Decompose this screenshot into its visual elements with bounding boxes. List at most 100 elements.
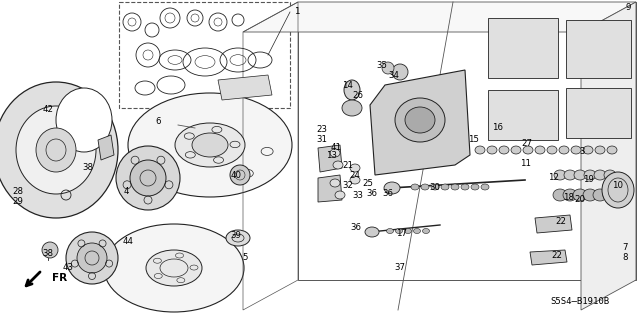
Text: 43: 43 <box>63 263 74 272</box>
Text: 38: 38 <box>83 164 93 173</box>
Ellipse shape <box>431 184 439 190</box>
FancyBboxPatch shape <box>488 18 558 78</box>
Text: 37: 37 <box>394 263 406 272</box>
Ellipse shape <box>130 160 166 196</box>
FancyBboxPatch shape <box>566 88 631 138</box>
Text: 13: 13 <box>326 151 337 160</box>
Ellipse shape <box>422 228 429 234</box>
Ellipse shape <box>56 88 112 152</box>
Text: 22: 22 <box>552 250 563 259</box>
Ellipse shape <box>16 106 96 194</box>
Ellipse shape <box>594 170 606 180</box>
Ellipse shape <box>547 146 557 154</box>
Polygon shape <box>218 75 272 100</box>
Ellipse shape <box>441 184 449 190</box>
Text: 11: 11 <box>520 159 531 167</box>
Ellipse shape <box>481 184 489 190</box>
Ellipse shape <box>535 146 545 154</box>
Ellipse shape <box>471 184 479 190</box>
Ellipse shape <box>396 228 403 234</box>
Text: 1: 1 <box>294 8 300 17</box>
Text: 8: 8 <box>622 254 628 263</box>
Ellipse shape <box>192 133 228 157</box>
Ellipse shape <box>602 172 634 208</box>
Polygon shape <box>318 175 342 202</box>
Text: 33: 33 <box>353 190 364 199</box>
Ellipse shape <box>563 189 577 201</box>
Text: 38: 38 <box>42 249 54 257</box>
Ellipse shape <box>583 189 597 201</box>
Polygon shape <box>530 250 567 265</box>
Ellipse shape <box>175 123 245 167</box>
Text: 27: 27 <box>522 138 532 147</box>
Polygon shape <box>370 70 470 175</box>
Text: 36: 36 <box>367 189 378 197</box>
Text: 17: 17 <box>397 229 408 239</box>
Text: 15: 15 <box>468 136 479 145</box>
Ellipse shape <box>574 170 586 180</box>
Polygon shape <box>243 2 636 32</box>
Ellipse shape <box>384 182 400 194</box>
Ellipse shape <box>421 184 429 190</box>
Text: 12: 12 <box>548 174 559 182</box>
Text: 7: 7 <box>622 243 628 253</box>
Ellipse shape <box>382 62 394 74</box>
Ellipse shape <box>487 146 497 154</box>
Ellipse shape <box>603 189 617 201</box>
Ellipse shape <box>42 242 58 258</box>
Ellipse shape <box>593 189 607 201</box>
Text: 36: 36 <box>383 189 394 197</box>
Ellipse shape <box>604 170 616 180</box>
Text: 6: 6 <box>156 117 161 127</box>
Polygon shape <box>98 135 114 160</box>
Text: 10: 10 <box>612 181 623 189</box>
FancyBboxPatch shape <box>566 20 631 78</box>
Text: 19: 19 <box>582 175 593 184</box>
Polygon shape <box>581 2 636 310</box>
Text: 42: 42 <box>42 106 54 115</box>
Ellipse shape <box>392 64 408 80</box>
Ellipse shape <box>559 146 569 154</box>
Text: 36: 36 <box>351 224 362 233</box>
Ellipse shape <box>411 184 419 190</box>
Text: S5S4–B1910B: S5S4–B1910B <box>550 298 609 307</box>
Ellipse shape <box>564 170 576 180</box>
Text: 35: 35 <box>376 61 387 70</box>
Text: 39: 39 <box>230 231 241 240</box>
Text: 20: 20 <box>575 196 586 204</box>
Ellipse shape <box>571 146 581 154</box>
Ellipse shape <box>584 170 596 180</box>
Ellipse shape <box>342 100 362 116</box>
Ellipse shape <box>350 176 360 184</box>
Text: 41: 41 <box>330 144 342 152</box>
Text: 26: 26 <box>353 91 364 100</box>
Ellipse shape <box>66 232 118 284</box>
Text: 4: 4 <box>124 188 129 197</box>
Ellipse shape <box>335 191 345 199</box>
Text: 30: 30 <box>429 183 440 192</box>
Ellipse shape <box>230 165 250 185</box>
Ellipse shape <box>553 189 567 201</box>
Text: 16: 16 <box>493 123 504 132</box>
Text: 34: 34 <box>388 70 399 79</box>
Ellipse shape <box>475 146 485 154</box>
Ellipse shape <box>451 184 459 190</box>
Ellipse shape <box>333 161 343 169</box>
Ellipse shape <box>583 146 593 154</box>
Ellipse shape <box>226 230 250 246</box>
Ellipse shape <box>413 228 420 234</box>
Text: 31: 31 <box>317 136 328 145</box>
Text: 24: 24 <box>349 172 360 181</box>
Text: 5: 5 <box>243 254 248 263</box>
Text: 44: 44 <box>122 238 134 247</box>
FancyBboxPatch shape <box>488 90 558 140</box>
Text: 3: 3 <box>579 147 585 157</box>
Ellipse shape <box>395 98 445 142</box>
Ellipse shape <box>404 228 412 234</box>
Ellipse shape <box>36 128 76 172</box>
Ellipse shape <box>0 82 118 218</box>
Ellipse shape <box>607 146 617 154</box>
Text: 23: 23 <box>317 125 328 135</box>
Text: 40: 40 <box>230 170 241 180</box>
Text: 18: 18 <box>563 192 575 202</box>
